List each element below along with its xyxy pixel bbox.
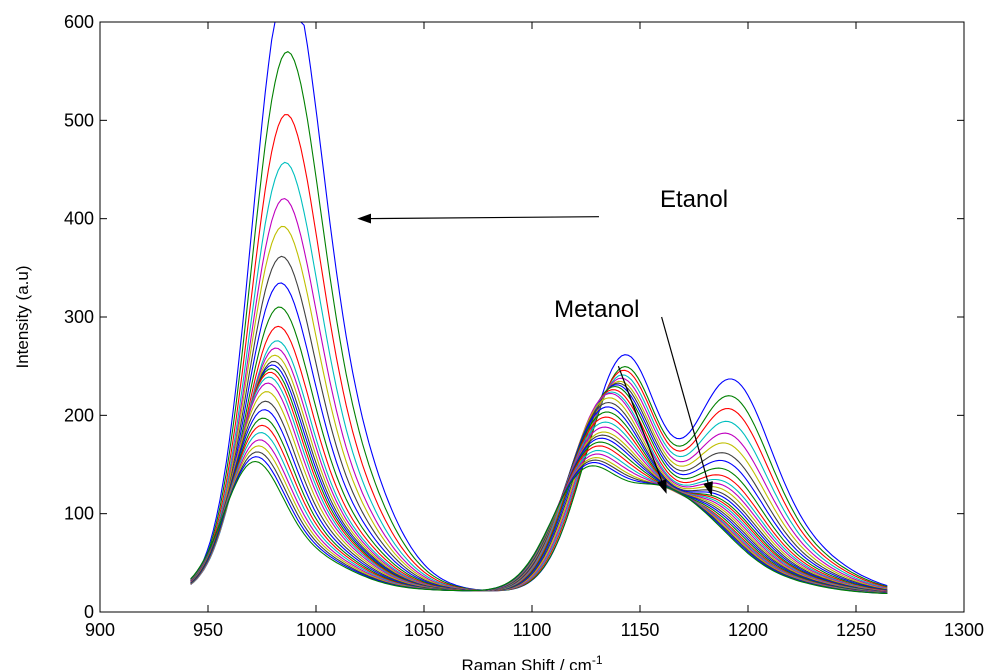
series-layer — [190, 21, 888, 595]
annotation-layer: Etanol Metanol — [357, 186, 728, 496]
spectrum-line-8 — [190, 282, 888, 592]
y-axis-title: Intensity (a.u) — [13, 266, 32, 369]
y-tick-label: 0 — [84, 602, 94, 622]
y-tick-label: 100 — [64, 504, 94, 524]
y-tick-label: 200 — [64, 405, 94, 425]
x-tick-label: 1250 — [836, 620, 876, 640]
spectrum-line-5 — [190, 198, 888, 592]
annotation-arrow-2 — [661, 316, 713, 496]
plot-frame — [99, 21, 965, 613]
spectrum-line-4 — [190, 161, 888, 592]
x-tick-label: 1200 — [728, 620, 768, 640]
x-tick-label: 1150 — [621, 620, 660, 640]
x-axis-title-superscript: -1 — [592, 653, 603, 667]
y-tick-label: 500 — [64, 110, 94, 130]
axis-layer: 900 950 1000 1050 1100 1150 1200 1250 1300 0 100 20… — [64, 12, 984, 640]
annotation-etanol: Etanol — [660, 186, 728, 213]
x-tick-label: 1300 — [944, 620, 984, 640]
spectrum-line-30 — [190, 460, 888, 595]
spectrum-line-6 — [190, 225, 888, 592]
annotation-arrow-1 — [357, 213, 599, 224]
y-tick-label: 300 — [64, 307, 94, 327]
x-tick-label: 1000 — [296, 620, 336, 640]
annotation-arrow-3 — [617, 365, 667, 494]
annotation-metanol: Metanol — [554, 296, 639, 323]
spectrum-line-11 — [190, 340, 888, 592]
spectrum-line-2 — [190, 50, 888, 592]
x-tick-label: 1050 — [404, 620, 444, 640]
spectrum-line-3 — [190, 114, 888, 592]
y-tick-label: 600 — [64, 12, 94, 32]
spectrum-line-9 — [190, 306, 888, 592]
x-tick-label: 900 — [85, 620, 115, 640]
x-tick-label: 950 — [193, 620, 223, 640]
x-axis-title: Raman Shift / cm-1 — [461, 653, 602, 670]
spectrum-line-10 — [190, 325, 888, 592]
spectrum-line-7 — [190, 255, 888, 592]
x-tick-label: 1100 — [513, 620, 552, 640]
x-axis-title-main: Raman Shift / cm — [461, 656, 591, 670]
y-tick-label: 400 — [64, 209, 94, 229]
